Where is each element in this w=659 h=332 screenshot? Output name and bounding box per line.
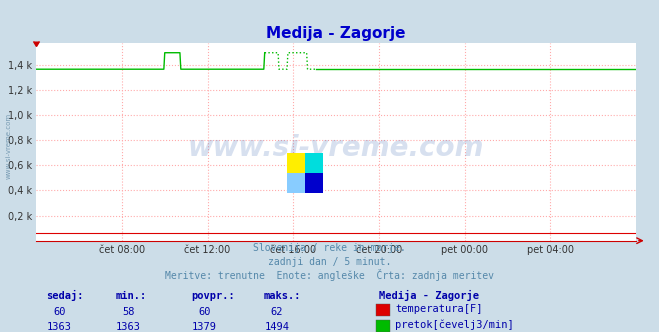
Text: 1363: 1363: [116, 322, 141, 332]
Text: maks.:: maks.:: [264, 291, 301, 301]
Text: temperatura[F]: temperatura[F]: [395, 304, 483, 314]
Text: 58: 58: [123, 307, 134, 317]
Text: min.:: min.:: [115, 291, 146, 301]
Text: 62: 62: [271, 307, 283, 317]
Bar: [304, 173, 323, 193]
Text: Medija - Zagorje: Medija - Zagorje: [379, 290, 479, 301]
Text: 60: 60: [198, 307, 210, 317]
Text: Slovenija / reke in morje.: Slovenija / reke in morje.: [253, 243, 406, 253]
Text: povpr.:: povpr.:: [191, 291, 235, 301]
Bar: [287, 173, 304, 193]
Text: www.si-vreme.com: www.si-vreme.com: [5, 113, 11, 179]
Bar: [287, 153, 304, 173]
Text: 1379: 1379: [192, 322, 217, 332]
Title: Medija - Zagorje: Medija - Zagorje: [266, 26, 406, 41]
Bar: [304, 153, 323, 173]
Text: 1363: 1363: [47, 322, 72, 332]
Text: sedaj:: sedaj:: [46, 290, 84, 301]
Text: Meritve: trenutne  Enote: angleške  Črta: zadnja meritev: Meritve: trenutne Enote: angleške Črta: …: [165, 269, 494, 281]
Text: pretok[čevelj3/min]: pretok[čevelj3/min]: [395, 319, 514, 330]
Text: 60: 60: [53, 307, 65, 317]
Text: 1494: 1494: [264, 322, 289, 332]
Text: www.si-vreme.com: www.si-vreme.com: [188, 134, 484, 162]
Text: zadnji dan / 5 minut.: zadnji dan / 5 minut.: [268, 257, 391, 267]
